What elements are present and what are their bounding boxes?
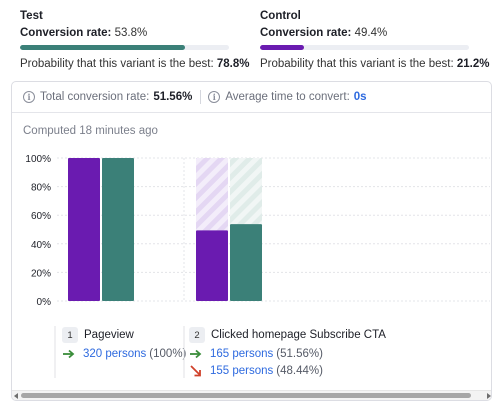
variant-control: Control Conversion rate: 49.4% Probabili…	[260, 9, 490, 72]
persons-percent: (51.56%)	[276, 348, 323, 360]
bar	[230, 224, 262, 301]
scroll-left-icon[interactable]	[14, 393, 18, 399]
info-icon[interactable]: i	[208, 91, 221, 103]
y-tick-label: 100%	[25, 154, 51, 165]
probability-bar	[20, 45, 229, 50]
y-tick-label: 80%	[31, 183, 51, 194]
funnel-bar-chart: 100% 80% 60% 40% 20% 0%	[25, 154, 490, 308]
funnel-summary-bar: i Total conversion rate: 51.56% i Averag…	[12, 82, 491, 113]
probability-label: Probability that this variant is the bes…	[260, 58, 454, 70]
y-tick-label: 20%	[31, 268, 51, 279]
persons-percent: (48.44%)	[276, 365, 323, 377]
persons-percent: (100%)	[149, 348, 187, 360]
persons-link[interactable]: 155 persons	[210, 365, 274, 377]
total-conversion-label: Total conversion rate:	[40, 91, 150, 103]
step-name: Clicked homepage Subscribe CTA	[211, 329, 386, 341]
funnel-chart: 100% 80% 60% 40% 20% 0%	[12, 152, 491, 312]
conversion-rate-value: 53.8%	[114, 27, 148, 39]
average-time-stat: i Average time to convert: 0s	[208, 91, 367, 103]
arrow-down-right-icon	[190, 365, 201, 377]
info-icon[interactable]: i	[23, 91, 35, 103]
scroll-right-icon[interactable]	[487, 393, 491, 399]
bar	[102, 158, 134, 301]
probability-value: 21.2%	[456, 58, 490, 70]
y-tick-label: 40%	[31, 240, 51, 251]
arrow-right-icon	[190, 349, 202, 359]
probability-value: 78.8%	[216, 58, 250, 70]
funnel-step-1: 1 Pageview 320 persons (100%)	[62, 327, 186, 360]
step-conversion-row: 165 persons (51.56%)	[189, 348, 386, 360]
variant-probability: Probability that this variant is the bes…	[260, 57, 490, 72]
arrow-right-icon	[63, 349, 75, 359]
funnel-panel: i Total conversion rate: 51.56% i Averag…	[11, 81, 492, 401]
funnel-step-2: 2 Clicked homepage Subscribe CTA 165 per…	[189, 327, 386, 377]
step-conversion-row: 320 persons (100%)	[62, 348, 186, 360]
step-header: 2 Clicked homepage Subscribe CTA	[189, 327, 386, 343]
scrollbar-thumb[interactable]	[21, 393, 471, 398]
variant-probability: Probability that this variant is the bes…	[20, 57, 250, 72]
bar	[196, 230, 228, 301]
variant-conversion-rate: Conversion rate: 49.4%	[260, 26, 474, 41]
step-number-badge: 1	[62, 327, 78, 343]
bar	[68, 158, 100, 301]
persons-link[interactable]: 165 persons	[210, 348, 274, 360]
variant-test: Test Conversion rate: 53.8% Probability …	[20, 9, 250, 72]
variant-conversion-rate: Conversion rate: 53.8%	[20, 26, 234, 41]
computed-timestamp: Computed 18 minutes ago	[23, 125, 158, 137]
step-dropoff-row: 155 persons (48.44%)	[189, 365, 386, 377]
funnel-steps-legend: 1 Pageview 320 persons (100%) 2 Clicked …	[12, 322, 491, 382]
step-header: 1 Pageview	[62, 327, 186, 343]
variant-name: Control	[260, 10, 301, 22]
probability-label: Probability that this variant is the bes…	[20, 58, 214, 70]
horizontal-scrollbar[interactable]	[12, 390, 491, 400]
probability-bar-fill	[20, 45, 186, 50]
divider	[200, 90, 202, 104]
conversion-rate-label: Conversion rate:	[20, 27, 112, 39]
probability-bar	[260, 45, 469, 50]
step-dividers	[54, 326, 185, 378]
conversion-rate-label: Conversion rate:	[260, 27, 352, 39]
step-name: Pageview	[84, 329, 134, 341]
persons-link[interactable]: 320 persons	[83, 348, 147, 360]
total-conversion-value: 51.56%	[153, 91, 193, 103]
y-tick-label: 0%	[37, 297, 52, 308]
average-time-value-link[interactable]: 0s	[353, 91, 367, 103]
average-time-label: Average time to convert:	[225, 91, 350, 103]
conversion-rate-value: 49.4%	[354, 27, 388, 39]
y-tick-label: 60%	[31, 211, 51, 222]
step-number-badge: 2	[189, 327, 205, 343]
variant-name: Test	[20, 10, 43, 22]
total-conversion-stat: i Total conversion rate: 51.56%	[23, 91, 192, 103]
probability-bar-fill	[260, 45, 304, 50]
